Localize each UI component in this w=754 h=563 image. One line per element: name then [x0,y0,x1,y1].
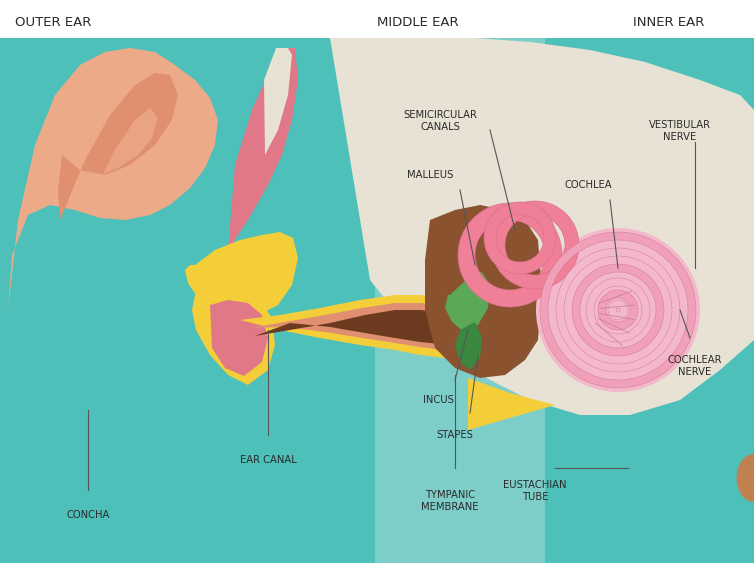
Wedge shape [540,232,696,388]
Text: SEMICIRCULAR
CANALS: SEMICIRCULAR CANALS [403,110,477,132]
Text: EUSTACHIAN
TUBE: EUSTACHIAN TUBE [503,480,567,502]
Text: VESTIBULAR
NERVE: VESTIBULAR NERVE [649,120,711,142]
Wedge shape [572,264,664,356]
Text: COCHLEAR
NERVE: COCHLEAR NERVE [668,355,722,377]
Bar [375,38,545,563]
Text: EAR CANAL: EAR CANAL [240,455,296,465]
Polygon shape [192,290,275,385]
Ellipse shape [737,454,754,502]
Wedge shape [484,202,556,274]
Text: MALLEUS: MALLEUS [407,170,453,180]
Polygon shape [240,295,460,360]
Text: TYMPANIC
MEMBRANE: TYMPANIC MEMBRANE [421,490,479,512]
Wedge shape [556,248,680,372]
Polygon shape [250,303,456,352]
Polygon shape [58,73,178,220]
Text: INNER EAR: INNER EAR [633,16,705,29]
Polygon shape [8,48,218,310]
Polygon shape [330,38,754,415]
Polygon shape [92,108,158,190]
Text: MIDDLE EAR: MIDDLE EAR [377,16,458,29]
Polygon shape [185,232,298,315]
Wedge shape [458,203,562,307]
Wedge shape [491,201,579,289]
Polygon shape [445,272,490,332]
Text: OUTER EAR: OUTER EAR [15,16,91,29]
Text: INCUS: INCUS [422,395,453,405]
Polygon shape [468,378,555,430]
Polygon shape [264,48,292,155]
Text: COCHLEA: COCHLEA [564,180,611,190]
Polygon shape [425,205,542,378]
Polygon shape [455,322,482,370]
Polygon shape [255,310,453,346]
Text: STAPES: STAPES [437,430,474,440]
Wedge shape [608,300,628,320]
Wedge shape [598,290,638,330]
Circle shape [536,228,700,392]
Polygon shape [228,48,298,250]
Text: CONCHA: CONCHA [66,510,109,520]
Bar [0,0,754,38]
Polygon shape [210,300,268,376]
Wedge shape [586,278,650,342]
